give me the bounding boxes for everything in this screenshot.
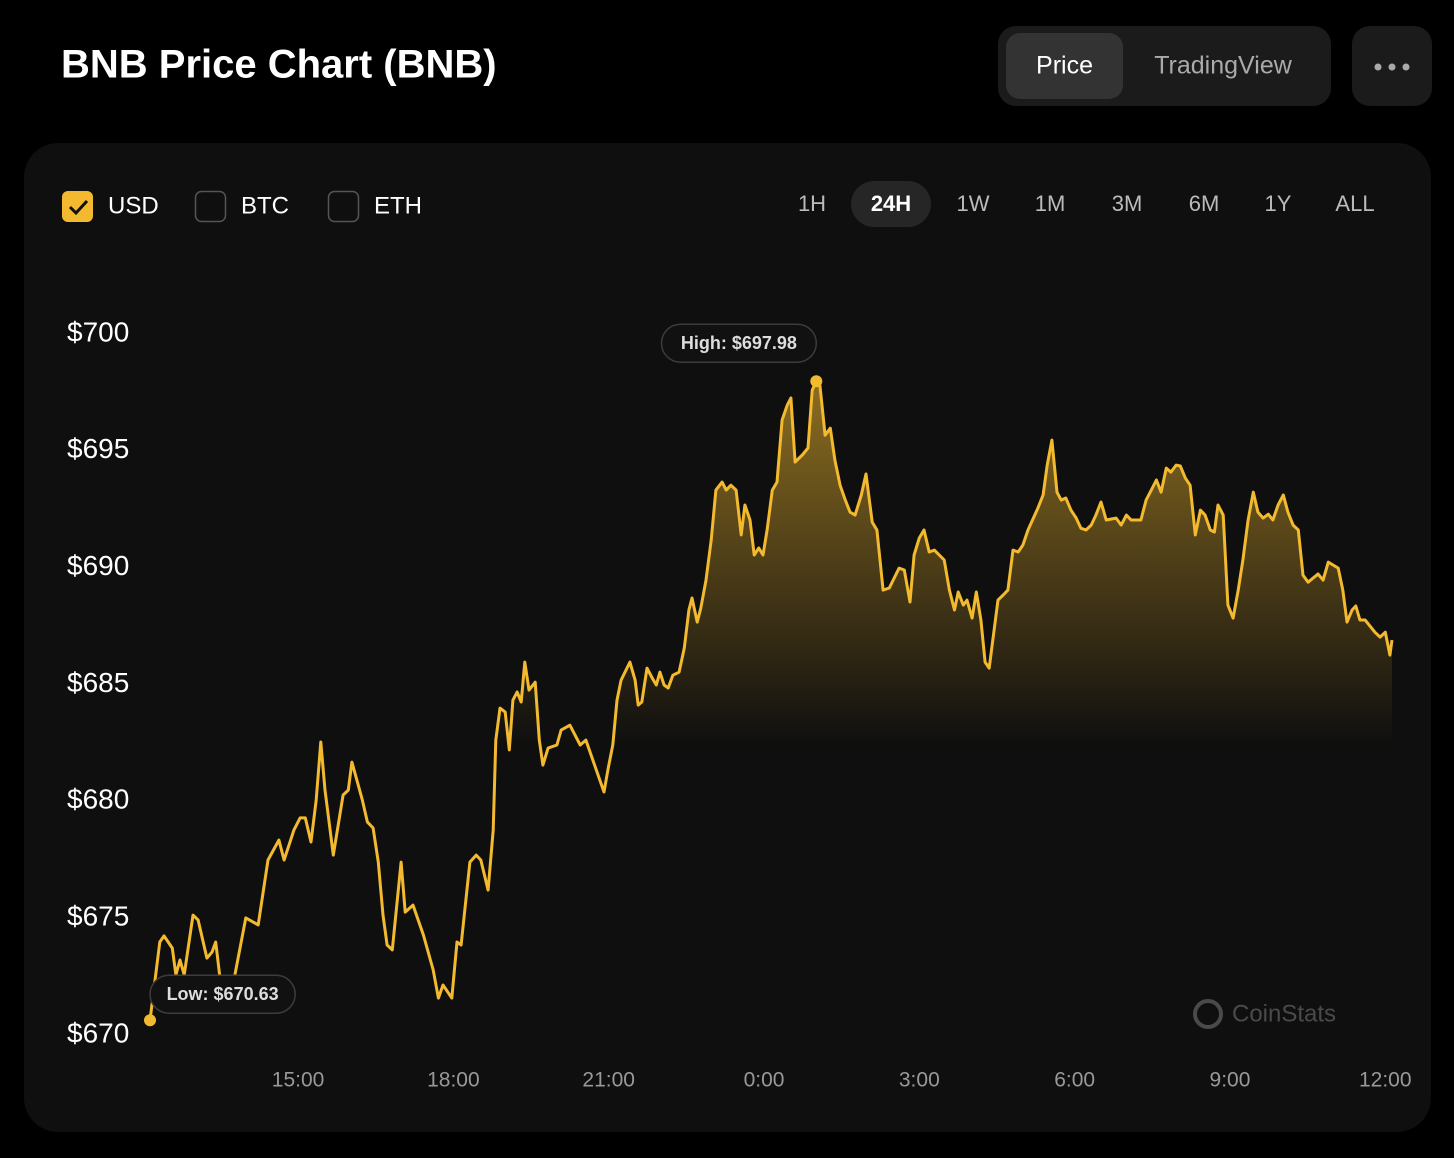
checkbox[interactable]	[194, 190, 227, 223]
y-tick-label: $685	[67, 667, 129, 698]
range-button[interactable]: 1M	[1035, 191, 1066, 216]
range-button[interactable]: 1W	[957, 191, 990, 216]
page-title: BNB Price Chart (BNB)	[61, 43, 497, 87]
y-tick-label: $670	[67, 1017, 129, 1048]
range-button[interactable]: 6M	[1189, 191, 1220, 216]
range-button[interactable]: 24H	[871, 191, 911, 216]
annotation: High: $697.98	[681, 333, 797, 353]
menu-dot	[1374, 63, 1382, 71]
annotation-box	[149, 974, 296, 1015]
tab[interactable]: TradingView	[1154, 52, 1293, 80]
checkbox[interactable]	[327, 190, 360, 223]
price-line	[148, 379, 1394, 1021]
x-tick-label: 9:00	[1210, 1069, 1251, 1092]
extreme-dot	[144, 1014, 156, 1027]
range-button[interactable]: 1Y	[1265, 191, 1292, 216]
x-tick-label: 15:00	[272, 1069, 325, 1092]
menu-dot	[1402, 63, 1410, 71]
y-tick-label: $680	[67, 784, 129, 815]
x-tick-label: 3:00	[899, 1069, 940, 1092]
y-tick-label: $675	[67, 901, 129, 932]
x-tick-label: 0:00	[744, 1069, 785, 1092]
annotation: Low: $670.63	[167, 984, 279, 1004]
y-tick-label: $690	[67, 550, 129, 581]
range-button[interactable]: ALL	[1335, 191, 1374, 216]
watermark: CoinStats	[1232, 1000, 1336, 1027]
y-tick-label: $695	[67, 433, 129, 464]
range-button[interactable]: 1H	[798, 191, 826, 216]
x-tick-label: 21:00	[582, 1069, 635, 1092]
menu-dot	[1388, 63, 1396, 71]
watermark-icon	[1193, 999, 1223, 1029]
checkmark	[68, 199, 89, 216]
checkbox-label: BTC	[241, 192, 289, 219]
x-tick-label: 6:00	[1054, 1069, 1095, 1092]
checkbox[interactable]	[62, 191, 93, 222]
checkbox-label: USD	[108, 192, 159, 219]
extreme-dot	[810, 375, 823, 388]
x-tick-label: 12:00	[1359, 1069, 1412, 1092]
price-area	[150, 381, 1392, 1021]
tab[interactable]: Price	[1036, 52, 1093, 80]
tab-active-bg	[1006, 33, 1123, 99]
range-button[interactable]: 3M	[1112, 191, 1143, 216]
y-tick-label: $700	[67, 316, 129, 347]
annotation-box	[660, 323, 818, 363]
checkbox-label: ETH	[374, 192, 422, 219]
range-active-bg	[851, 181, 931, 227]
x-tick-label: 18:00	[427, 1069, 480, 1092]
